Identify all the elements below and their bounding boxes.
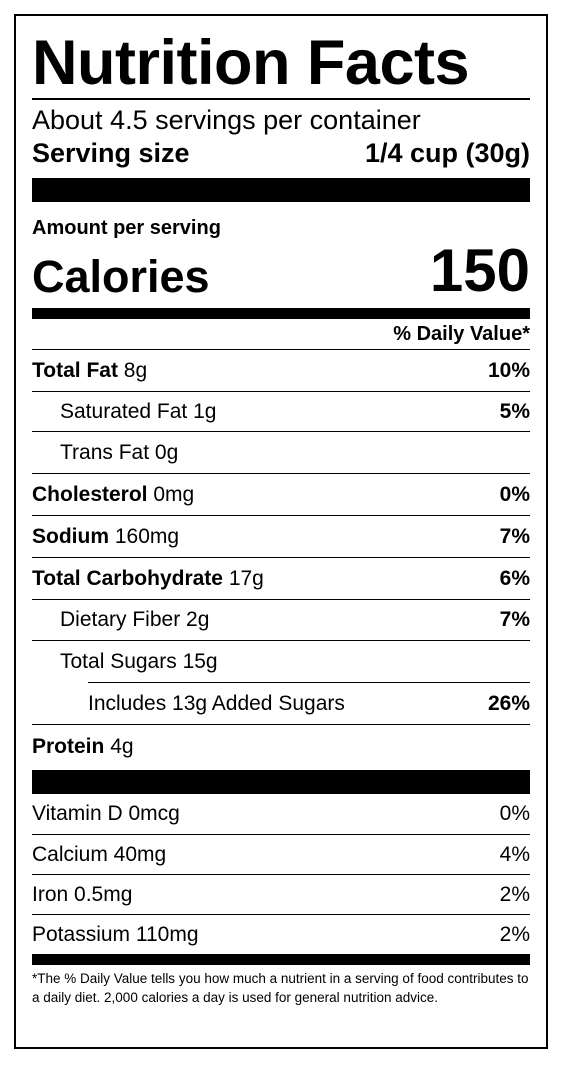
nutrient-row-saturated-fat: Saturated Fat 1g 5% <box>32 391 530 431</box>
nutrient-name-amount: Sodium 160mg <box>32 525 179 549</box>
nutrient-name-amount: Total Fat 8g <box>32 359 147 383</box>
nutrient-dv: 26% <box>487 691 530 715</box>
mineral-dv: 0% <box>499 802 530 825</box>
nutrient-name: Cholesterol <box>32 482 148 506</box>
nutrient-name: Total Fat <box>32 358 118 382</box>
nutrient-dv: 7% <box>499 608 530 631</box>
nutrient-name-amount: Saturated Fat 1g <box>60 400 216 424</box>
nutrient-row-sodium: Sodium 160mg 7% <box>32 515 530 557</box>
calories-label: Calories <box>32 251 210 302</box>
nutrient-name: Dietary Fiber <box>60 608 181 631</box>
daily-value-footnote: *The % Daily Value tells you how much a … <box>32 971 529 1005</box>
nutrient-name: Includes 13g Added Sugars <box>88 691 345 715</box>
medium-divider <box>32 954 530 965</box>
nutrient-name: Trans Fat <box>60 440 150 464</box>
medium-divider <box>32 308 530 319</box>
nutrient-row-total-fat: Total Fat 8g 10% <box>32 349 530 391</box>
serving-size-value: 1/4 cup (30g) <box>364 138 530 168</box>
servings-per-container: About 4.5 servings per container <box>32 105 421 135</box>
nutrient-dv: 10% <box>487 358 530 382</box>
nutrient-row-cholesterol: Cholesterol 0mg 0% <box>32 473 530 515</box>
nutrient-name: Total Sugars <box>60 649 177 673</box>
nutrient-row-dietary-fiber: Dietary Fiber 2g 7% <box>32 599 530 640</box>
label-title: Nutrition Facts <box>32 28 470 98</box>
nutrient-amount: 8g <box>123 358 148 382</box>
mineral-dv: 4% <box>499 842 530 866</box>
calories-row: Calories 150 <box>32 240 530 302</box>
nutrient-dv: 5% <box>499 399 530 423</box>
mineral-label: Vitamin D 0mcg <box>32 802 180 825</box>
nutrient-amount: 0g <box>154 440 179 464</box>
nutrient-row-trans-fat: Trans Fat 0g <box>32 431 530 473</box>
nutrient-row-total-sugars: Total Sugars 15g <box>32 640 530 682</box>
calories-value: 150 <box>429 237 530 304</box>
mineral-label: Iron 0.5mg <box>32 882 133 906</box>
amount-per-serving: Amount per serving <box>32 217 221 239</box>
divider <box>32 98 530 100</box>
heavy-divider <box>32 770 530 794</box>
mineral-row-iron: Iron 0.5mg 2% <box>32 874 530 914</box>
mineral-dv: 2% <box>499 922 530 946</box>
nutrition-facts-label: Nutrition Facts About 4.5 servings per c… <box>14 14 548 1049</box>
mineral-label: Potassium 110mg <box>32 922 199 946</box>
nutrient-amount: 4g <box>110 734 134 758</box>
nutrient-dv: 7% <box>499 524 530 548</box>
nutrient-dv: 0% <box>499 482 530 506</box>
nutrient-amount: 2g <box>186 608 210 631</box>
mineral-label: Calcium 40mg <box>32 842 167 866</box>
heavy-divider <box>32 178 530 202</box>
mineral-row-potassium: Potassium 110mg 2% <box>32 914 530 954</box>
nutrient-amount: 160mg <box>114 524 180 548</box>
nutrient-amount: 0mg <box>153 482 195 506</box>
nutrient-name-amount: Total Carbohydrate 17g <box>32 567 264 591</box>
nutrient-name: Protein <box>32 734 105 758</box>
nutrient-name: Total Carbohydrate <box>32 566 223 590</box>
nutrient-row-protein: Protein 4g <box>32 724 530 768</box>
nutrient-name-amount: Trans Fat 0g <box>60 441 178 465</box>
nutrient-row-added-sugars: Includes 13g Added Sugars 26% <box>88 682 530 724</box>
nutrient-name-amount: Total Sugars 15g <box>60 650 218 674</box>
serving-size-label: Serving size <box>32 138 190 168</box>
nutrient-name-amount: Cholesterol 0mg <box>32 483 194 507</box>
mineral-row-calcium: Calcium 40mg 4% <box>32 834 530 874</box>
mineral-dv: 2% <box>499 882 530 906</box>
mineral-row-vitamin-d: Vitamin D 0mcg 0% <box>32 794 530 834</box>
nutrient-name-amount: Protein 4g <box>32 735 134 759</box>
nutrient-amount: 1g <box>193 399 217 423</box>
nutrient-name: Sodium <box>32 524 109 548</box>
daily-value-header: % Daily Value* <box>393 323 530 345</box>
nutrient-amount: 17g <box>228 566 264 590</box>
nutrient-amount: 15g <box>182 649 218 673</box>
nutrient-name-amount: Dietary Fiber 2g <box>60 608 209 632</box>
serving-size-row: Serving size 1/4 cup (30g) <box>32 136 530 170</box>
nutrient-row-total-carbohydrate: Total Carbohydrate 17g 6% <box>32 557 530 599</box>
nutrient-dv: 6% <box>499 566 530 590</box>
nutrient-name: Saturated Fat <box>60 399 188 423</box>
